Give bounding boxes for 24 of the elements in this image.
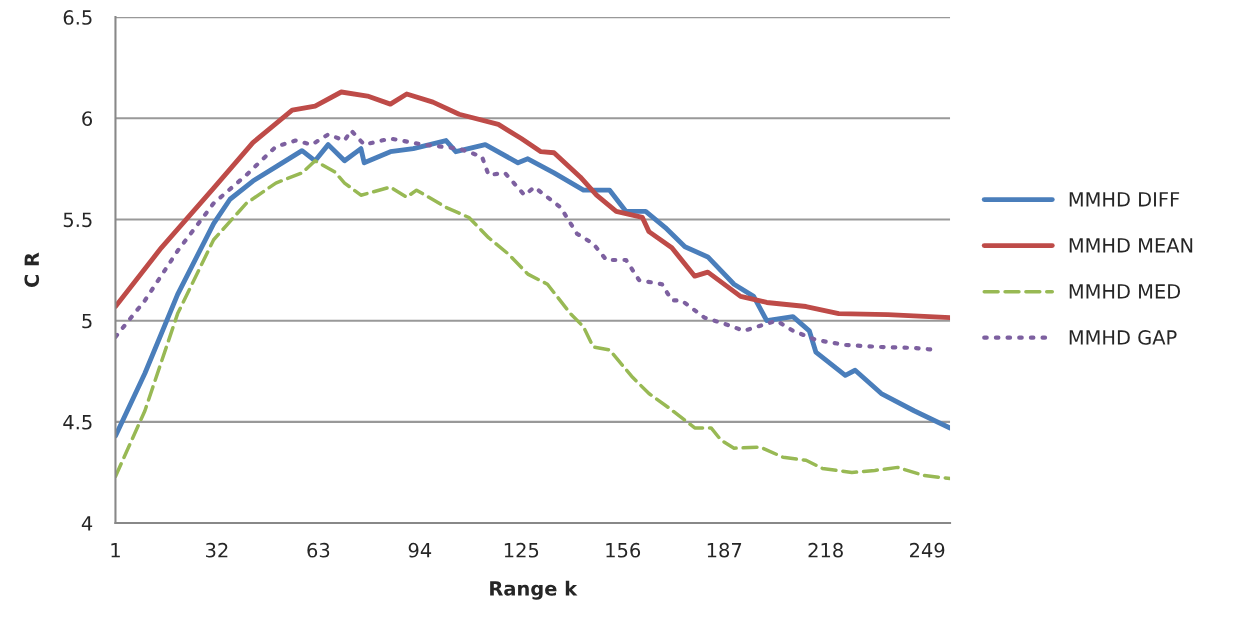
x-tick-label: 125 bbox=[504, 542, 539, 558]
y-axis-title: C R bbox=[24, 252, 40, 288]
y-tick-label: 6 bbox=[82, 111, 93, 126]
x-axis-title: Range k bbox=[490, 580, 578, 600]
x-tick-label: 218 bbox=[808, 542, 843, 558]
line-series bbox=[115, 138, 951, 439]
y-tick-label: 4 bbox=[81, 516, 93, 531]
y-tick-label: 6.5 bbox=[63, 10, 92, 25]
x-tick-label: 32 bbox=[206, 542, 228, 558]
y-tick-label: 5.5 bbox=[63, 212, 92, 228]
x-tick-label: 1 bbox=[111, 543, 120, 558]
y-tick-label: 4.5 bbox=[63, 415, 92, 430]
x-tick-label: 63 bbox=[307, 542, 330, 558]
x-tick-label: 249 bbox=[909, 542, 945, 558]
x-tick-label: 187 bbox=[707, 542, 742, 558]
line-series bbox=[115, 89, 951, 321]
legend-label: MMHD GAP bbox=[1069, 330, 1177, 345]
legend-label: MMHD MED bbox=[1069, 284, 1181, 299]
legend-label: MMHD MEAN bbox=[1069, 238, 1193, 253]
line-series bbox=[115, 159, 951, 481]
y-tick-label: 5 bbox=[82, 313, 92, 329]
x-tick-label: 156 bbox=[606, 542, 641, 558]
x-tick-label: 94 bbox=[408, 542, 432, 558]
legend-label: MMHD DIFF bbox=[1069, 192, 1180, 207]
